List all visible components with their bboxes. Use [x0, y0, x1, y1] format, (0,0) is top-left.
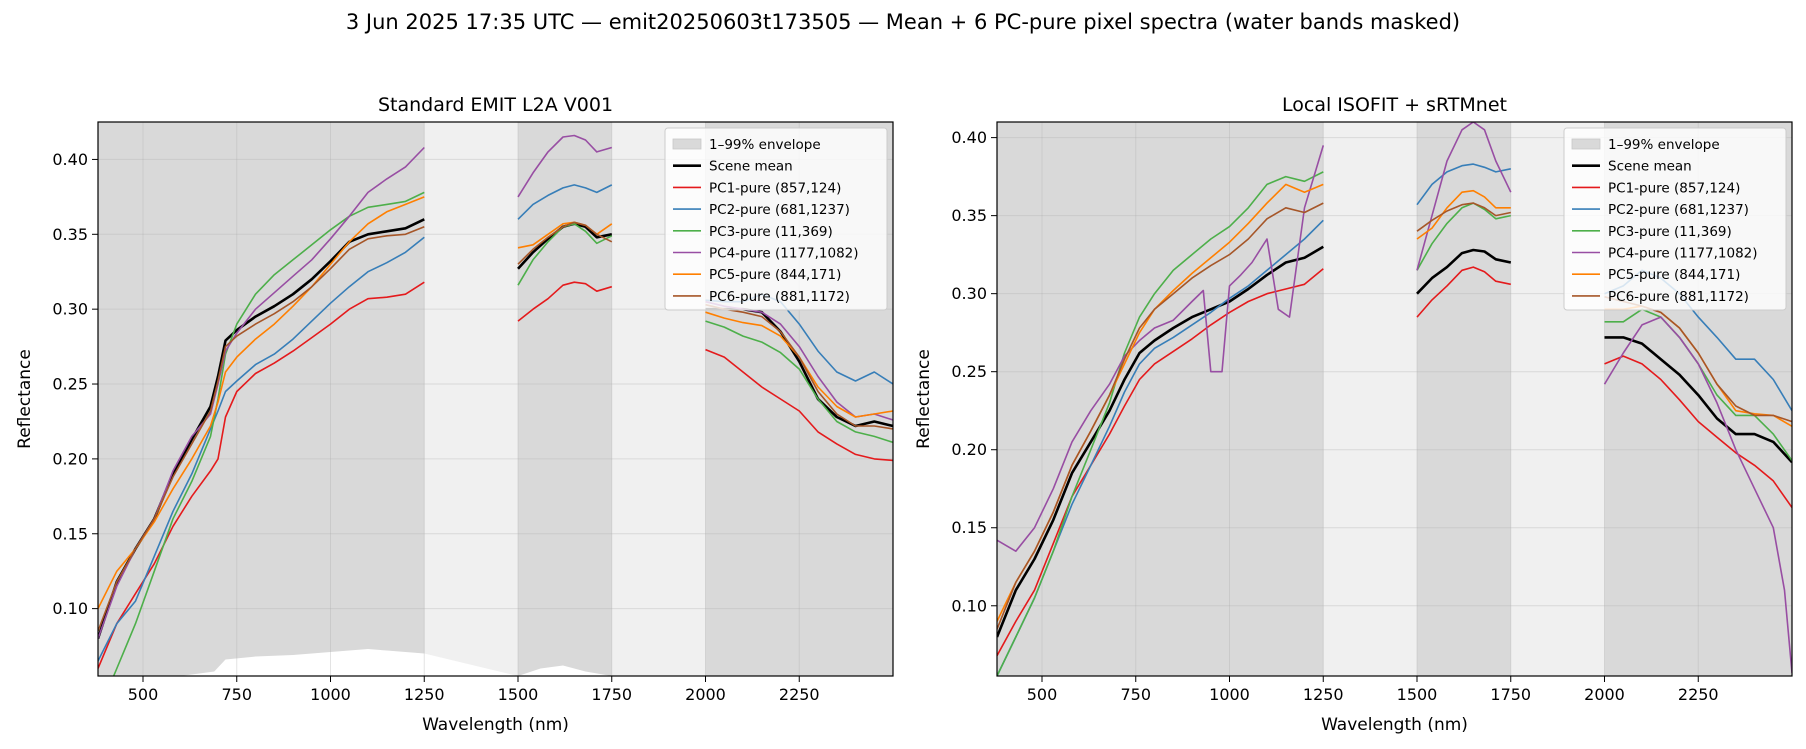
y-tick-label: 0.15 [52, 524, 88, 543]
series-line-PC1-seg3 [705, 348, 893, 462]
x-tick-label: 1750 [1490, 685, 1531, 704]
y-tick-label: 0.10 [52, 599, 88, 618]
legend-label-PC2: PC2-pure (681,1237) [709, 202, 850, 218]
x-tick-label: 1250 [404, 685, 445, 704]
y-tick-label: 0.30 [951, 284, 987, 303]
series-line-PC1-seg2 [1416, 266, 1511, 318]
series-line-PC3-seg1 [997, 171, 1324, 676]
series-line-PC4-seg2 [1416, 122, 1512, 271]
legend-label-PC2: PC2-pure (681,1237) [1608, 202, 1749, 218]
series-line-PC1-seg2 [517, 281, 613, 322]
x-tick-label: 1500 [498, 685, 539, 704]
series-line-PC4-seg2 [517, 134, 613, 198]
legend-label-PC1: PC1-pure (857,124) [1608, 180, 1740, 196]
chart-panel-2: 500 750 1000 1250 1500 1750 2000 2250 0.10 0.15 0.… [914, 94, 1793, 735]
envelope-lower-boundary [98, 649, 893, 676]
y-tick-label: 0.20 [951, 440, 987, 459]
series-line-PC3-seg3 [705, 320, 893, 444]
legend-label-PC5: PC5-pure (844,171) [709, 267, 841, 283]
legend-label-PC4: PC4-pure (1177,1082) [709, 246, 859, 262]
series-line-PC3-seg2 [1416, 202, 1511, 271]
legend-label-PC3: PC3-pure (11,369) [709, 224, 833, 240]
plot-frame [97, 121, 894, 677]
series-line-PC2-seg2 [1416, 163, 1511, 206]
legend-label-PC5: PC5-pure (844,171) [1608, 267, 1740, 283]
y-tick-label: 0.10 [951, 596, 987, 615]
y-tick-label: 0.20 [52, 449, 88, 468]
legend-label-envelope: 1–99% envelope [1608, 137, 1720, 153]
x-tick-label: 750 [1120, 685, 1151, 704]
y-tick-label: 0.25 [52, 375, 88, 394]
x-tick-label: 1000 [1209, 685, 1250, 704]
y-tick-label: 0.25 [951, 362, 987, 381]
y-tick-label: 0.35 [52, 225, 88, 244]
legend-label-mean: Scene mean [1608, 159, 1692, 175]
panel-title: Local ISOFIT + sRTMnet [1282, 94, 1507, 116]
y-axis-label: Reflectance [15, 349, 35, 449]
x-tick-label: 1000 [310, 685, 351, 704]
series-line-mean-seg2 [1416, 248, 1512, 295]
series-line-mean-seg1 [997, 245, 1324, 638]
y-tick-label: 0.40 [52, 150, 88, 169]
series-line-PC3-seg1 [112, 191, 425, 676]
series-line-PC2-seg1 [98, 236, 425, 662]
x-tick-label: 1500 [1397, 685, 1438, 704]
legend-swatch-envelope [1571, 138, 1601, 150]
series-line-PC5-seg2 [1416, 189, 1511, 240]
x-axis-label: Wavelength (nm) [1321, 715, 1468, 735]
series-line-PC4-seg3 [1603, 316, 1792, 673]
series-line-PC6-seg2 [517, 221, 613, 265]
series-line-PC1-seg3 [1604, 355, 1792, 508]
series-line-PC6-seg3 [705, 303, 893, 430]
series-line-mean-seg3 [1604, 336, 1792, 464]
legend: 1–99% envelope Scene mean PC1-pure (857,12… [664, 127, 888, 311]
plot-frame [996, 121, 1793, 677]
water-band-mask-1 [424, 122, 518, 676]
figure-title: 3 Jun 2025 17:35 UTC — emit20250603t1735… [345, 10, 1461, 34]
x-tick-label: 500 [1027, 685, 1058, 704]
water-band-mask-1 [1323, 122, 1417, 676]
y-axis-label: Reflectance [914, 349, 934, 449]
legend-label-PC4: PC4-pure (1177,1082) [1608, 246, 1758, 262]
chart-panel-1: 500 750 1000 1250 1500 1750 2000 2250 0.10 0.15 0.… [15, 94, 894, 735]
x-tick-label: 2000 [685, 685, 726, 704]
legend-box [1563, 127, 1787, 311]
panel-title: Standard EMIT L2A V001 [378, 94, 613, 116]
legend-label-PC6: PC6-pure (881,1172) [1608, 289, 1749, 305]
series-line-PC2-seg2 [517, 184, 613, 220]
y-tick-label: 0.40 [951, 128, 987, 147]
x-tick-label: 2000 [1584, 685, 1625, 704]
series-line-PC1-seg1 [98, 281, 425, 669]
legend-label-PC6: PC6-pure (881,1172) [709, 289, 850, 305]
legend-label-PC3: PC3-pure (11,369) [1608, 224, 1732, 240]
series-line-PC6-seg1 [98, 226, 425, 632]
x-axis-label: Wavelength (nm) [422, 715, 569, 735]
x-tick-label: 1250 [1303, 685, 1344, 704]
x-tick-label: 2250 [779, 685, 820, 704]
legend-label-envelope: 1–99% envelope [709, 137, 821, 153]
legend: 1–99% envelope Scene mean PC1-pure (857,12… [1563, 127, 1787, 311]
x-tick-label: 1750 [591, 685, 632, 704]
series-line-PC5-seg1 [98, 196, 425, 609]
y-tick-label: 0.30 [52, 300, 88, 319]
y-tick-label: 0.15 [951, 518, 987, 537]
x-tick-label: 750 [221, 685, 252, 704]
series-line-PC1-seg1 [997, 268, 1324, 657]
legend-swatch-envelope [672, 138, 702, 150]
legend-label-PC1: PC1-pure (857,124) [709, 180, 841, 196]
legend-box [664, 127, 888, 311]
series-line-PC6-seg1 [997, 202, 1324, 630]
y-tick-label: 0.35 [951, 206, 987, 225]
series-line-PC4-seg1 [997, 145, 1325, 553]
legend-label-mean: Scene mean [709, 159, 793, 175]
x-tick-label: 2250 [1678, 685, 1719, 704]
series-line-PC6-seg2 [1416, 202, 1511, 232]
x-tick-label: 500 [128, 685, 159, 704]
